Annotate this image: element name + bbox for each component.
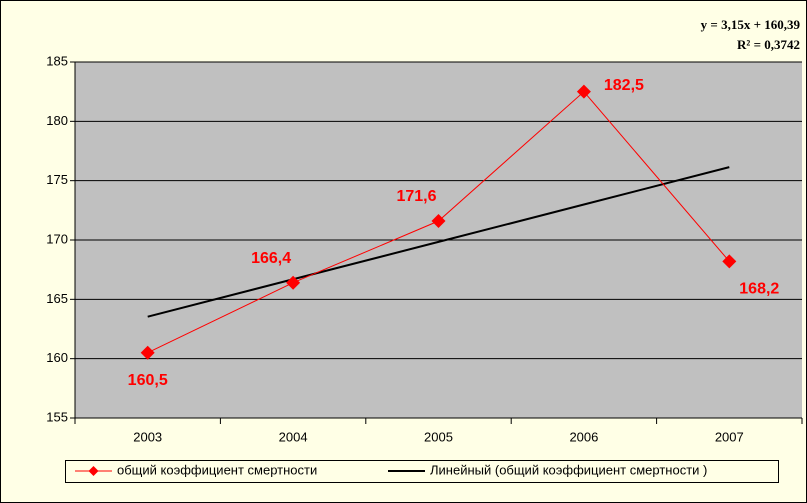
y-tick-label: 165: [46, 291, 68, 306]
marker: [722, 254, 737, 269]
legend-marker: [88, 466, 99, 476]
data-label: 160,5: [128, 372, 168, 389]
y-tick-label: 170: [46, 231, 68, 246]
x-tick-label: 2006: [569, 429, 598, 444]
r-squared: R² = 0,3742: [737, 37, 800, 52]
x-tick-label: 2005: [424, 429, 453, 444]
y-tick-label: 185: [46, 53, 68, 68]
marker: [286, 275, 301, 290]
data-label: 171,6: [396, 188, 436, 205]
data-label: 168,2: [739, 281, 779, 298]
y-tick-label: 160: [46, 350, 68, 365]
y-tick-label: 175: [46, 172, 68, 187]
marker: [576, 84, 591, 99]
legend-label: Линейный (общий коэффициент смертности ): [430, 462, 707, 477]
data-label: 166,4: [251, 250, 291, 267]
y-tick-label: 155: [46, 409, 68, 424]
marker: [431, 214, 446, 229]
trend-line: [147, 166, 730, 318]
x-tick-label: 2003: [133, 429, 162, 444]
legend-label: общий коэффициент смертности: [117, 462, 317, 477]
x-tick-label: 2004: [279, 429, 308, 444]
x-tick-label: 2007: [715, 429, 744, 444]
data-label: 182,5: [604, 77, 644, 94]
marker: [140, 345, 155, 360]
equation: y = 3,15x + 160,39: [701, 17, 801, 32]
y-tick-label: 180: [46, 113, 68, 128]
